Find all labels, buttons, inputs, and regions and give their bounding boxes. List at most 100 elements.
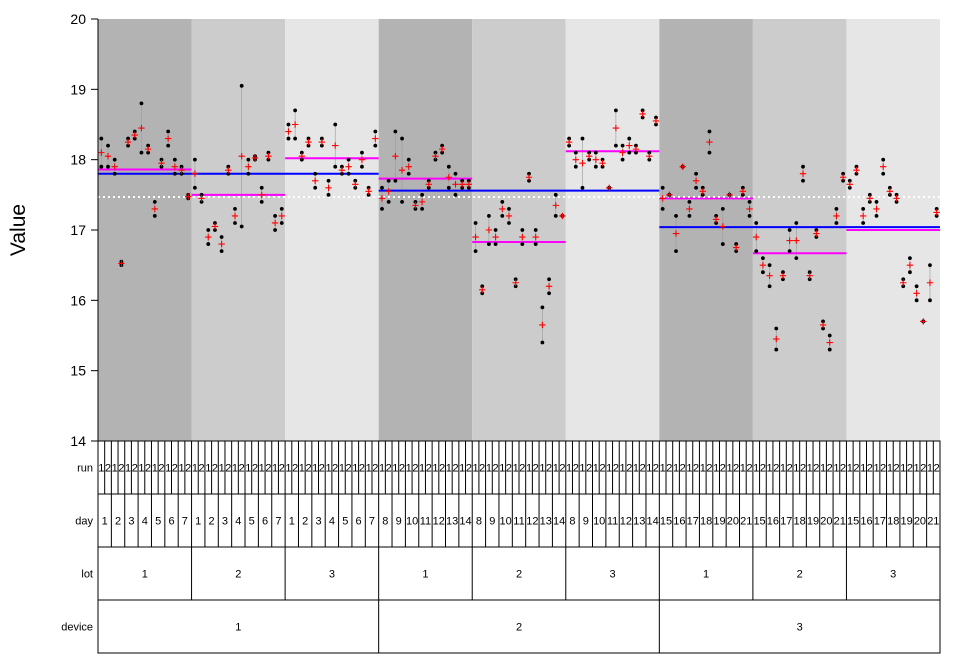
data-point [152,214,157,218]
run-label: 1 [339,463,345,475]
day-label: 19 [713,516,725,528]
data-point [420,207,425,211]
data-point [881,171,886,176]
run-label: 1 [259,463,265,475]
data-point [259,185,264,190]
lot-label: 3 [890,569,896,581]
run-mean-marker [104,152,112,160]
run-mean-marker [445,174,453,181]
run-label: 1 [593,463,599,475]
row-label-device: device [61,622,93,634]
run-mean-marker [893,195,900,202]
day-label: 2 [209,516,215,528]
data-point [152,199,157,204]
data-point [774,326,779,331]
data-point [179,171,184,176]
data-point [513,284,518,289]
data-point [172,171,177,176]
run-mean-marker [606,184,613,191]
data-point [740,185,745,190]
run-label: 2 [894,463,900,475]
data-point [914,284,919,289]
day-label: 5 [249,516,255,528]
day-label: 18 [887,516,899,528]
data-point [299,157,304,162]
day-label: 10 [406,516,418,528]
day-label: 21 [927,516,939,528]
run-mean-marker [853,167,860,174]
run-label: 1 [473,463,479,475]
run-mean-marker [559,212,566,220]
data-point [520,228,525,232]
data-point [480,291,485,296]
y-tick-label: 14 [70,433,86,449]
data-point [333,164,338,169]
data-point [847,178,852,183]
run-label: 1 [753,463,759,475]
run-label: 1 [459,463,465,475]
run-label: 1 [152,463,158,475]
run-label: 2 [626,463,632,475]
run-label: 1 [406,463,412,475]
y-tick-label: 17 [70,222,86,238]
data-point [199,199,204,204]
run-label: 1 [245,463,251,475]
run-label: 2 [105,463,111,475]
data-point [834,207,839,211]
data-point [507,221,511,225]
data-point [466,178,471,183]
run-mean-marker [619,149,626,156]
run-mean-marker [552,202,559,209]
run-label: 1 [499,463,505,475]
run-label: 1 [98,463,104,475]
data-point [714,221,719,225]
data-point [446,164,451,169]
data-point [293,136,298,141]
data-point [233,221,237,225]
run-mean-marker [739,188,747,195]
run-label: 1 [165,463,171,475]
data-point [593,150,598,155]
data-point [894,199,899,204]
day-label: 4 [142,516,148,528]
run-mean-marker [278,212,285,220]
run-mean-marker [920,318,927,325]
data-point [881,157,886,162]
data-point [827,333,832,338]
run-label: 1 [673,463,679,475]
run-mean-marker [218,240,225,248]
run-label: 2 [613,463,619,475]
data-point [787,228,792,232]
data-point [346,171,351,176]
run-mean-marker [211,223,219,230]
data-point [694,185,698,190]
data-point [654,115,658,120]
run-label: 2 [680,463,686,475]
data-point [406,171,411,176]
data-point [132,136,137,141]
y-axis-label: Value [7,204,30,256]
run-mean-marker [732,244,740,251]
run-mean-marker [118,260,125,267]
device-label: 3 [797,622,803,634]
day-label: 4 [235,516,241,528]
run-mean-marker [425,181,432,188]
day-label: 16 [860,516,872,528]
lot-panel [98,19,192,441]
run-mean-marker [238,152,245,160]
data-point [233,207,237,211]
run-label: 2 [292,463,298,475]
data-point [841,178,846,183]
data-point [413,207,418,211]
run-label: 1 [205,463,211,475]
data-point [460,178,465,183]
day-label: 13 [633,516,645,528]
data-point [319,136,324,141]
y-tick-label: 20 [70,11,86,27]
lot-panel [752,19,847,441]
day-label: 11 [420,516,431,528]
run-label: 2 [359,463,365,475]
run-mean-marker [405,163,412,170]
run-mean-marker [712,216,720,223]
device-label: 2 [516,622,522,634]
